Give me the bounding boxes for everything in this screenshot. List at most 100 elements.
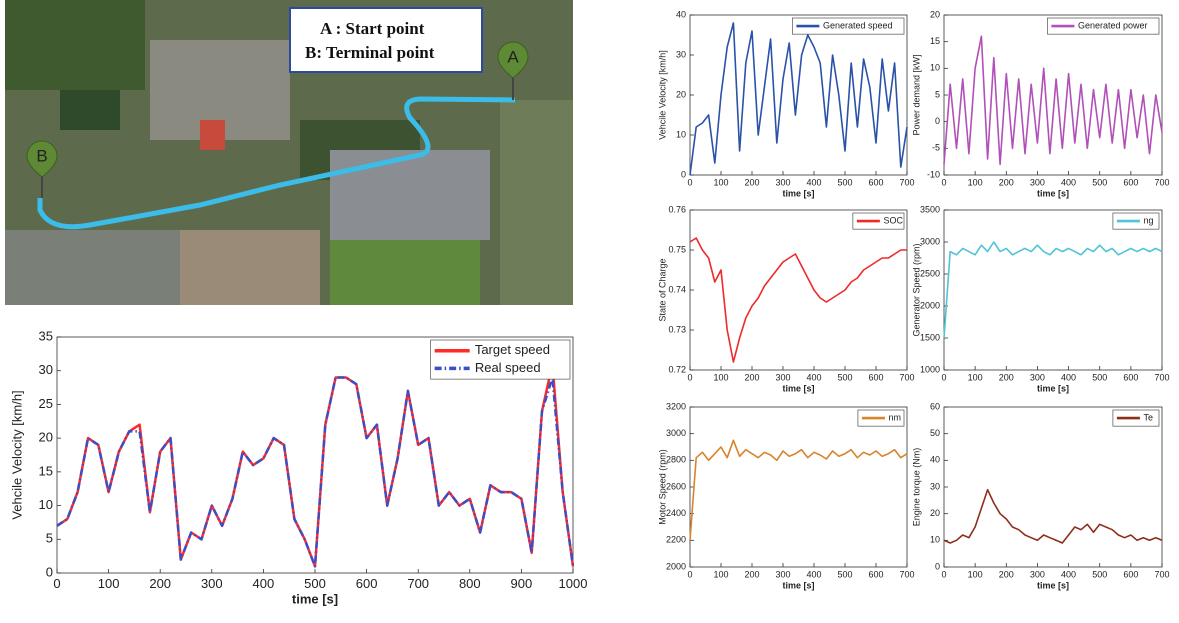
x-tick-label: 100 [713, 372, 728, 382]
y-tick-label: -10 [927, 169, 940, 179]
x-tick-label: 300 [1030, 177, 1045, 187]
x-tick-label: 700 [899, 372, 914, 382]
y-tick-label: 50 [930, 428, 940, 438]
y-tick-label: 0 [935, 116, 940, 126]
y-tick-label: 30 [676, 49, 686, 59]
y-tick-label: 3500 [920, 204, 940, 214]
x-tick-label: 200 [999, 177, 1014, 187]
x-tick-label: 200 [744, 372, 759, 382]
x-tick-label: 300 [1030, 372, 1045, 382]
x-axis-label: time [s] [782, 383, 814, 393]
legend-label: nm [889, 412, 902, 422]
y-tick-label: 1500 [920, 332, 940, 342]
legend-label: Generated speed [823, 20, 893, 30]
x-tick-label: 500 [1092, 372, 1107, 382]
x-tick-label: 600 [868, 569, 883, 579]
x-tick-label: 300 [1030, 569, 1045, 579]
y-tick-label: 30 [39, 362, 53, 377]
x-tick-label: 100 [98, 576, 120, 591]
legend-label: ng [1144, 215, 1154, 225]
x-tick-label: 200 [999, 569, 1014, 579]
y-axis-label: State of Charge [657, 258, 667, 321]
map-legend-text: B: Terminal point [305, 43, 435, 62]
x-tick-label: 400 [1061, 569, 1076, 579]
y-tick-label: 0 [935, 561, 940, 571]
chart: -10-5051015200100200300400500600700time … [911, 9, 1169, 198]
plot-area [944, 407, 1162, 567]
y-tick-label: 0.76 [668, 204, 686, 214]
x-tick-label: 0 [941, 177, 946, 187]
y-tick-label: 2200 [666, 535, 686, 545]
y-axis-label: Engine torque (Nm) [911, 448, 921, 527]
x-axis-label: time [s] [1037, 188, 1069, 198]
legend-label: Real speed [475, 360, 541, 375]
x-tick-label: 300 [201, 576, 223, 591]
x-tick-label: 600 [868, 372, 883, 382]
x-tick-label: 400 [806, 372, 821, 382]
y-tick-label: 40 [930, 455, 940, 465]
x-tick-label: 600 [1123, 372, 1138, 382]
x-tick-label: 500 [1092, 569, 1107, 579]
y-tick-label: 0.72 [668, 364, 686, 374]
x-tick-label: 200 [744, 177, 759, 187]
x-axis-label: time [s] [1037, 580, 1069, 590]
x-tick-label: 700 [1154, 177, 1169, 187]
y-tick-label: 25 [39, 396, 53, 411]
y-tick-label: 3000 [920, 236, 940, 246]
x-tick-label: 900 [511, 576, 533, 591]
y-tick-label: 20 [930, 9, 940, 19]
legend-label: Target speed [475, 342, 550, 357]
marker-label: B [36, 146, 47, 165]
map-area [180, 230, 320, 305]
x-tick-label: 200 [149, 576, 171, 591]
x-tick-label: 100 [968, 177, 983, 187]
y-tick-label: 0.73 [668, 324, 686, 334]
x-tick-label: 100 [713, 569, 728, 579]
y-tick-label: 0.74 [668, 284, 686, 294]
y-tick-label: 20 [930, 508, 940, 518]
x-axis-label: time [s] [782, 580, 814, 590]
y-tick-label: 0.75 [668, 244, 686, 254]
figure: A B A : Start point B: Terminal point 05… [0, 0, 1179, 618]
marker-label: A [507, 47, 519, 66]
x-tick-label: 500 [304, 576, 326, 591]
plot-area [690, 15, 907, 175]
plot-area [690, 407, 907, 567]
y-tick-label: 10 [39, 497, 53, 512]
x-tick-label: 600 [1123, 177, 1138, 187]
y-tick-label: 30 [930, 481, 940, 491]
y-tick-label: 2000 [920, 300, 940, 310]
x-tick-label: 0 [941, 372, 946, 382]
x-tick-label: 400 [1061, 177, 1076, 187]
legend-label: Te [1144, 412, 1154, 422]
y-tick-label: 20 [39, 430, 53, 445]
y-tick-label: 2600 [666, 481, 686, 491]
plot-area [944, 15, 1162, 175]
x-axis-label: time [s] [782, 188, 814, 198]
y-tick-label: 0 [46, 564, 53, 579]
map-area [60, 90, 120, 130]
y-tick-label: 10 [930, 63, 940, 73]
x-tick-label: 300 [775, 177, 790, 187]
y-tick-label: 10 [676, 129, 686, 139]
y-axis-label: Motor Speed (rpm) [657, 449, 667, 525]
y-tick-label: 5 [46, 531, 53, 546]
x-axis-label: time [s] [292, 592, 338, 607]
y-tick-label: -5 [932, 143, 940, 153]
x-tick-label: 0 [687, 177, 692, 187]
x-tick-label: 700 [899, 177, 914, 187]
y-tick-label: 15 [39, 463, 53, 478]
x-axis-label: time [s] [1037, 383, 1069, 393]
map-area [330, 240, 480, 305]
x-tick-label: 0 [687, 372, 692, 382]
y-tick-label: 40 [676, 9, 686, 19]
y-tick-label: 3000 [666, 428, 686, 438]
x-tick-label: 400 [806, 177, 821, 187]
legend-label: Generated power [1078, 20, 1148, 30]
chart: 2000220024002600280030003200010020030040… [657, 401, 914, 590]
y-tick-label: 2800 [666, 455, 686, 465]
legend-label: SOC [883, 215, 903, 225]
